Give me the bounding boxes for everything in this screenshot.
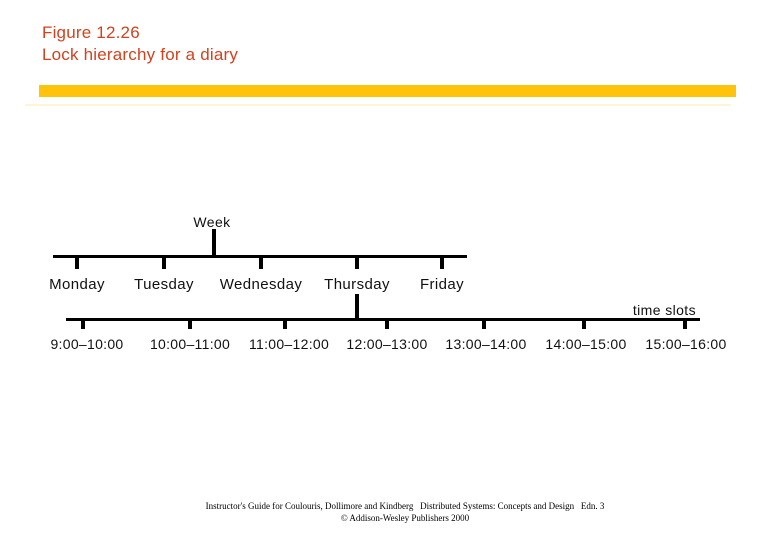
footer: Instructor's Guide for Coulouris, Dollim… <box>30 500 780 524</box>
timeslot-label-1500-1600: 15:00–16:00 <box>645 336 727 352</box>
timeslot-tick <box>582 321 586 329</box>
figure-number: Figure 12.26 <box>42 23 140 42</box>
timeslot-label-0900-1000: 9:00–10:00 <box>50 336 124 352</box>
figure-title: Lock hierarchy for a diary <box>42 45 239 64</box>
day-label-friday: Friday <box>419 276 465 293</box>
timeslot-tick <box>81 321 85 329</box>
week-node-label: Week <box>193 214 231 230</box>
day-tick-tuesday <box>162 258 166 269</box>
day-tick-monday <box>75 258 79 269</box>
separator-bar-shadow <box>25 104 731 106</box>
week-branch-line <box>53 255 467 258</box>
footer-credit: Instructor's Guide for Coulouris, Dollim… <box>205 501 605 511</box>
day-label-tuesday: Tuesday <box>134 276 194 293</box>
day-tick-wednesday <box>259 258 263 269</box>
timeslot-label-1300-1400: 13:00–14:00 <box>445 336 527 352</box>
day-label-monday: Monday <box>49 276 105 293</box>
timeslot-label-1200-1300: 12:00–13:00 <box>346 336 428 352</box>
timeslot-label-1400-1500: 14:00–15:00 <box>545 336 627 352</box>
day-label-thursday: Thursday <box>324 276 390 293</box>
timeslot-label-1100-1200: 11:00–12:00 <box>248 336 330 352</box>
week-node-stem <box>212 229 216 257</box>
thursday-node-stem <box>355 294 359 319</box>
timeslot-branch-line <box>66 318 700 321</box>
timeslot-tick <box>385 321 389 329</box>
time-slots-caption: time slots <box>632 302 696 318</box>
day-label-wednesday: Wednesday <box>219 276 303 293</box>
title-separator-bar <box>39 85 736 97</box>
timeslot-tick <box>188 321 192 329</box>
day-tick-friday <box>440 258 444 269</box>
timeslot-tick <box>482 321 486 329</box>
footer-copyright: © Addison-Wesley Publishers 2000 <box>340 513 470 523</box>
timeslot-label-1000-1100: 10:00–11:00 <box>149 336 231 352</box>
figure-title-block: Figure 12.26 Lock hierarchy for a diary <box>42 22 238 66</box>
day-tick-thursday <box>355 258 359 269</box>
timeslot-tick <box>283 321 287 329</box>
timeslot-tick <box>683 321 687 329</box>
